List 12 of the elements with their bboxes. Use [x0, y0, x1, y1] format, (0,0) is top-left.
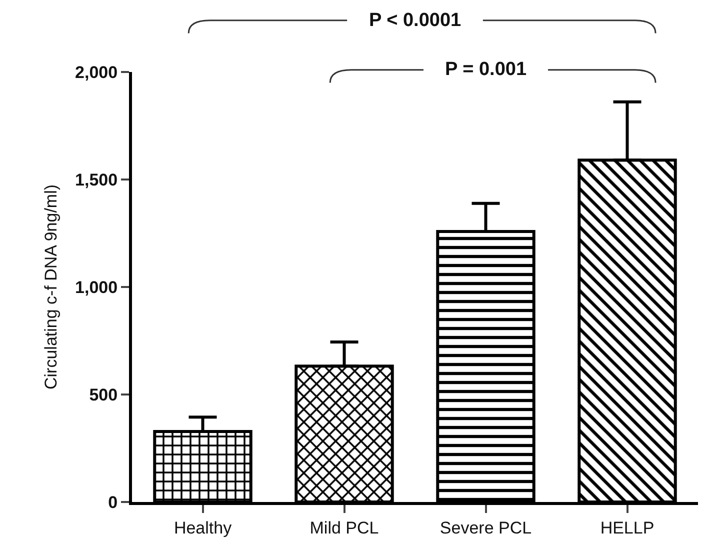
x-tick-label: Mild PCL — [310, 518, 379, 538]
annotation: P = 0.001 — [445, 59, 527, 80]
y-tick-label: 500 — [89, 385, 118, 404]
y-tick-label: 2,000 — [75, 62, 118, 82]
x-tick-label: HELLP — [600, 518, 654, 538]
y-tick-label: 1,000 — [75, 278, 118, 297]
text: P < 0.0001 — [369, 10, 462, 31]
y-tick-label: 0 — [108, 492, 118, 512]
x-tick-label: Severe PCL — [440, 518, 532, 538]
y-axis-title: Circulating c-f DNA 9ng/ml) — [42, 184, 61, 390]
y-tick-label: 1,500 — [75, 170, 118, 190]
x-tick-label: Healthy — [174, 518, 232, 538]
